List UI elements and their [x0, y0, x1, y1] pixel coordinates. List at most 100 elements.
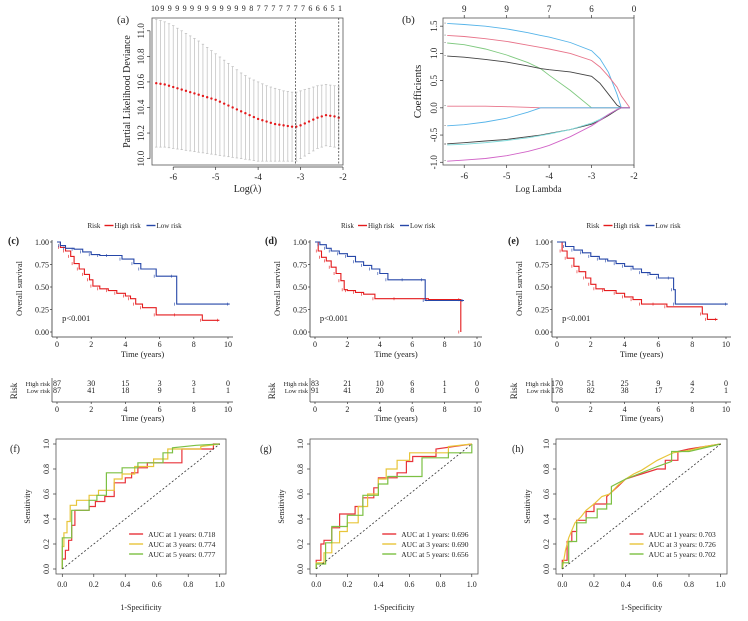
- risk-count: 20: [376, 386, 384, 395]
- roc-curve: [561, 443, 721, 569]
- y-tick-label: 1.5: [429, 20, 439, 32]
- y-tick-label: 0.75: [35, 261, 49, 270]
- top-axis-label: 7: [286, 4, 290, 13]
- x-tick-label: -6: [169, 172, 177, 182]
- deviance-point: [261, 119, 264, 122]
- survival-curve-low: [57, 241, 230, 305]
- y-tick-label: 0.75: [293, 261, 307, 270]
- risk-x-tick-label: 4: [378, 405, 382, 414]
- x-tick-label: 0.4: [373, 580, 383, 589]
- deviance-point: [239, 110, 243, 113]
- deviance-point: [210, 97, 213, 100]
- coefficient-path: [447, 34, 631, 109]
- reference-diagonal: [562, 443, 721, 570]
- y-tick-label: 0.0: [429, 102, 439, 114]
- deviance-point: [235, 108, 239, 111]
- deviance-point: [269, 121, 273, 125]
- deviance-point: [252, 115, 256, 119]
- deviance-point: [333, 115, 336, 118]
- risk-count: 18: [121, 386, 129, 395]
- x-tick-label: 0.8: [183, 580, 193, 589]
- survival-curve-low: [315, 241, 464, 302]
- deviance-point: [248, 113, 251, 117]
- survival-curve-high: [315, 241, 462, 332]
- top-axis-label: 9: [205, 4, 209, 13]
- x-tick-label: 1.0: [215, 580, 225, 589]
- deviance-point: [307, 120, 311, 123]
- legend-label: AUC at 1 years: 0.703: [649, 530, 717, 539]
- path-index-marker: ·: [444, 141, 446, 149]
- deviance-point: [193, 92, 196, 95]
- x-tick-label: 0.4: [120, 580, 130, 589]
- x-axis-label: Time (years): [620, 349, 664, 359]
- x-tick-label: 0.6: [152, 580, 162, 589]
- top-axis-label: 6: [323, 4, 327, 13]
- top-axis-label: 5: [331, 4, 335, 13]
- risk-count: 3: [158, 379, 162, 388]
- panel-label: (f): [10, 444, 20, 455]
- risk-x-tick-label: 8: [690, 405, 694, 414]
- deviance-point: [180, 88, 183, 91]
- x-tick-label: 1.0: [467, 580, 477, 589]
- risk-count: 170: [551, 379, 563, 388]
- x-tick-label: 4: [123, 340, 127, 349]
- y-tick-label: 0.4: [42, 514, 51, 524]
- top-axis-label: 1: [338, 4, 342, 13]
- deviance-point: [244, 112, 247, 115]
- x-axis-label: Log(λ): [234, 184, 262, 195]
- y-tick-label: 0.6: [296, 489, 305, 499]
- panel-a: (a) -6 -5 -4 -3 -2 10.0 10.2 10.4 10.6 10.8 11.0 Log…: [117, 4, 347, 195]
- y-tick-label: 1.00: [293, 238, 307, 247]
- x-tick-label: -3: [297, 172, 305, 182]
- y-tick-label: 0.00: [293, 328, 307, 337]
- risk-count: 1: [226, 386, 230, 395]
- risk-count: 178: [551, 386, 563, 395]
- risk-table-title: Risk: [9, 382, 19, 399]
- panel-b: (b) ·········-69-59-47-36-20-1.0-0.50.00.…: [402, 4, 638, 194]
- path-index-marker: ·: [444, 19, 446, 27]
- y-tick-label: 10.8: [136, 48, 146, 64]
- x-tick-label: 6: [410, 340, 414, 349]
- y-tick-label: 0.0: [296, 564, 305, 574]
- y-tick-label: 0.25: [293, 306, 307, 315]
- top-axis-label: 7: [547, 4, 552, 14]
- risk-count: 91: [311, 386, 319, 395]
- legend-label: AUC at 1 years: 0.718: [148, 530, 216, 539]
- risk-x-tick-label: 2: [89, 405, 93, 414]
- x-tick-label: 0.2: [89, 580, 99, 589]
- roc-curve: [315, 443, 472, 569]
- x-tick-label: 6: [656, 340, 660, 349]
- deviance-point: [303, 122, 306, 125]
- x-tick-label: 10: [722, 340, 730, 349]
- risk-row-label: Low risk: [285, 388, 309, 395]
- risk-row-label: Low risk: [527, 388, 551, 395]
- panel-label: (h): [512, 444, 524, 455]
- x-tick-label: 0: [555, 340, 559, 349]
- deviance-point: [320, 115, 323, 118]
- y-tick-label: 11.0: [136, 23, 146, 39]
- risk-x-tick-label: 2: [589, 405, 593, 414]
- risk-x-tick-label: 4: [123, 405, 127, 414]
- y-tick-label: 1.0: [296, 439, 305, 449]
- y-tick-label: 0.2: [42, 539, 51, 549]
- path-index-marker: ·: [444, 122, 446, 130]
- x-tick-label: 0: [313, 340, 317, 349]
- deviance-point: [163, 83, 166, 86]
- risk-count: 8: [410, 386, 414, 395]
- risk-x-tick-label: 8: [443, 405, 447, 414]
- reference-diagonal: [62, 443, 220, 570]
- deviance-point: [159, 82, 162, 86]
- top-axis-label: 9: [168, 4, 172, 13]
- y-axis-label: Overall survival: [514, 260, 524, 316]
- x-tick-label: 0.2: [342, 580, 352, 589]
- deviance-point: [282, 124, 285, 127]
- top-axis-label: 9: [234, 4, 238, 13]
- y-tick-label: 0.5: [429, 74, 439, 86]
- deviance-point: [222, 102, 226, 105]
- y-tick-label: 0.75: [535, 261, 549, 270]
